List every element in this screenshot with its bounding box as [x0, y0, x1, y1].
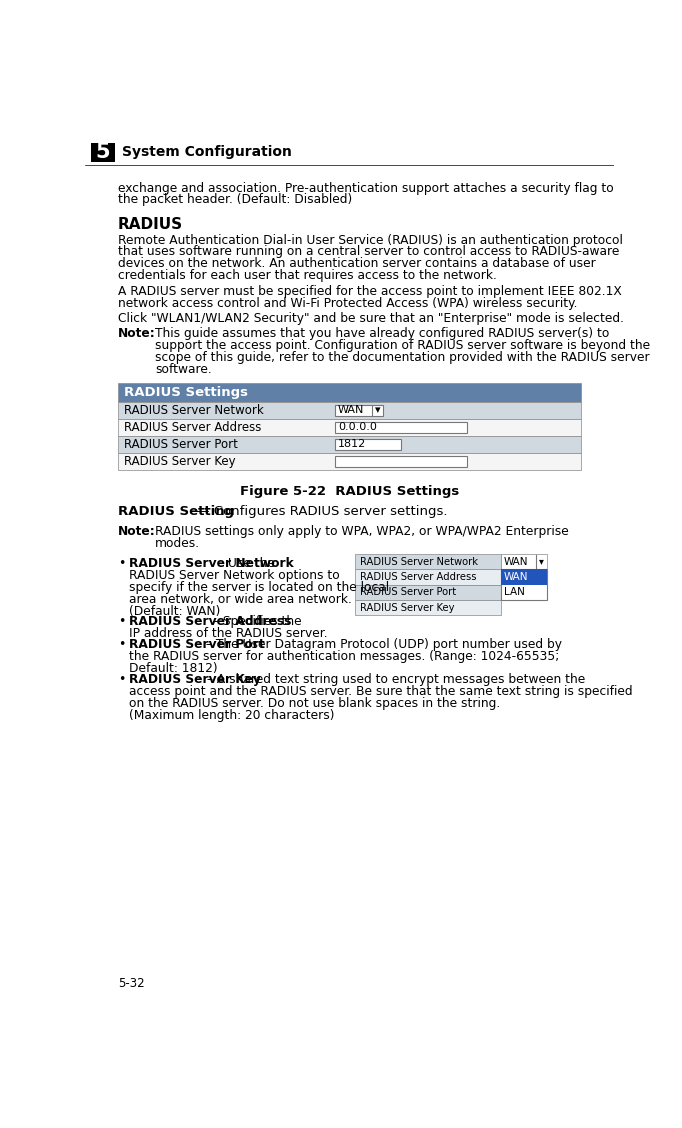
FancyBboxPatch shape: [335, 405, 383, 416]
FancyBboxPatch shape: [118, 418, 581, 435]
Text: RADIUS Server Key: RADIUS Server Key: [124, 455, 235, 468]
FancyBboxPatch shape: [355, 600, 501, 616]
Text: on the RADIUS server. Do not use blank spaces in the string.: on the RADIUS server. Do not use blank s…: [129, 697, 500, 710]
FancyBboxPatch shape: [355, 584, 501, 600]
FancyBboxPatch shape: [355, 570, 501, 584]
Text: WAN: WAN: [338, 405, 364, 415]
Text: RADIUS Setting: RADIUS Setting: [118, 505, 234, 518]
Text: area network, or wide area network.: area network, or wide area network.: [129, 592, 351, 606]
Text: – A shared text string used to encrypt messages between the: – A shared text string used to encrypt m…: [203, 672, 585, 686]
Text: software.: software.: [155, 363, 211, 377]
Text: – Specifies the: – Specifies the: [209, 616, 302, 628]
Text: RADIUS Settings: RADIUS Settings: [124, 386, 248, 399]
FancyBboxPatch shape: [501, 570, 547, 600]
Text: credentials for each user that requires access to the network.: credentials for each user that requires …: [118, 270, 496, 282]
FancyBboxPatch shape: [118, 384, 581, 402]
FancyBboxPatch shape: [335, 439, 401, 450]
Text: RADIUS Server Address: RADIUS Server Address: [359, 572, 476, 582]
FancyBboxPatch shape: [118, 402, 581, 418]
Text: IP address of the RADIUS server.: IP address of the RADIUS server.: [129, 627, 327, 641]
Text: RADIUS Server Address: RADIUS Server Address: [129, 616, 291, 628]
Text: •: •: [118, 616, 125, 628]
Text: ▾: ▾: [374, 405, 381, 415]
Text: (Default: WAN): (Default: WAN): [129, 605, 220, 618]
Text: Figure 5-22  RADIUS Settings: Figure 5-22 RADIUS Settings: [240, 485, 459, 497]
Text: — Configures RADIUS server settings.: — Configures RADIUS server settings.: [192, 505, 447, 518]
Text: This guide assumes that you have already configured RADIUS server(s) to: This guide assumes that you have already…: [155, 327, 610, 341]
FancyBboxPatch shape: [501, 570, 547, 584]
Text: LAN: LAN: [504, 588, 524, 598]
Text: devices on the network. An authentication server contains a database of user: devices on the network. An authenticatio…: [118, 257, 595, 271]
Text: System Configuration: System Configuration: [123, 146, 293, 159]
Text: – The User Datagram Protocol (UDP) port number used by: – The User Datagram Protocol (UDP) port …: [201, 638, 561, 651]
Text: RADIUS Server Network options to: RADIUS Server Network options to: [129, 569, 340, 582]
Text: 5-32: 5-32: [118, 977, 145, 990]
Text: A RADIUS server must be specified for the access point to implement IEEE 802.1X: A RADIUS server must be specified for th…: [118, 284, 621, 298]
Text: RADIUS Server Network: RADIUS Server Network: [124, 404, 264, 416]
Text: that uses software running on a central server to control access to RADIUS-aware: that uses software running on a central …: [118, 246, 619, 258]
Text: RADIUS Server Port: RADIUS Server Port: [124, 438, 238, 450]
Text: •: •: [118, 557, 125, 570]
Text: Remote Authentication Dial-in User Service (RADIUS) is an authentication protoco: Remote Authentication Dial-in User Servi…: [118, 233, 623, 247]
FancyBboxPatch shape: [91, 143, 115, 161]
Text: scope of this guide, refer to the documentation provided with the RADIUS server: scope of this guide, refer to the docume…: [155, 351, 650, 364]
Text: Note:: Note:: [118, 525, 155, 538]
Text: RADIUS Server Port: RADIUS Server Port: [359, 588, 456, 598]
Text: RADIUS: RADIUS: [118, 217, 183, 231]
FancyBboxPatch shape: [335, 422, 466, 433]
Text: specify if the server is located on the local: specify if the server is located on the …: [129, 581, 389, 593]
Text: support the access point. Configuration of RADIUS server software is beyond the: support the access point. Configuration …: [155, 340, 650, 352]
Text: WAN: WAN: [504, 556, 529, 566]
FancyBboxPatch shape: [355, 554, 501, 570]
Text: RADIUS Server Key: RADIUS Server Key: [129, 672, 261, 686]
FancyBboxPatch shape: [118, 452, 581, 469]
Text: RADIUS Server Network: RADIUS Server Network: [129, 557, 293, 570]
Text: – Use the: – Use the: [214, 557, 275, 570]
Text: Default: 1812): Default: 1812): [129, 662, 218, 675]
Text: (Maximum length: 20 characters): (Maximum length: 20 characters): [129, 708, 334, 722]
FancyBboxPatch shape: [118, 435, 581, 452]
Text: Click "WLAN1/WLAN2 Security" and be sure that an "Enterprise" mode is selected.: Click "WLAN1/WLAN2 Security" and be sure…: [118, 312, 624, 325]
Text: network access control and Wi-Fi Protected Access (WPA) wireless security.: network access control and Wi-Fi Protect…: [118, 297, 577, 310]
Text: 1812: 1812: [338, 439, 366, 449]
Text: RADIUS Server Network: RADIUS Server Network: [359, 556, 477, 566]
Text: 0.0.0.0: 0.0.0.0: [338, 422, 376, 432]
Text: RADIUS settings only apply to WPA, WPA2, or WPA/WPA2 Enterprise: RADIUS settings only apply to WPA, WPA2,…: [155, 525, 569, 538]
Text: WAN: WAN: [504, 572, 529, 582]
Text: RADIUS Server Port: RADIUS Server Port: [129, 638, 264, 651]
Text: modes.: modes.: [155, 537, 200, 550]
Text: RADIUS Server Address: RADIUS Server Address: [124, 421, 261, 433]
Text: exchange and association. Pre-authentication support attaches a security flag to: exchange and association. Pre-authentica…: [118, 182, 614, 194]
Text: •: •: [118, 672, 125, 686]
Text: ▾: ▾: [539, 556, 544, 566]
Text: RADIUS Server Key: RADIUS Server Key: [359, 602, 454, 613]
Text: the packet header. (Default: Disabled): the packet header. (Default: Disabled): [118, 194, 352, 206]
Text: access point and the RADIUS server. Be sure that the same text string is specifi: access point and the RADIUS server. Be s…: [129, 685, 632, 698]
Text: the RADIUS server for authentication messages. (Range: 1024-65535;: the RADIUS server for authentication mes…: [129, 650, 559, 663]
Text: •: •: [118, 638, 125, 651]
Text: Note:: Note:: [118, 327, 155, 341]
FancyBboxPatch shape: [335, 456, 466, 467]
FancyBboxPatch shape: [501, 554, 547, 570]
Text: 5: 5: [95, 142, 110, 162]
